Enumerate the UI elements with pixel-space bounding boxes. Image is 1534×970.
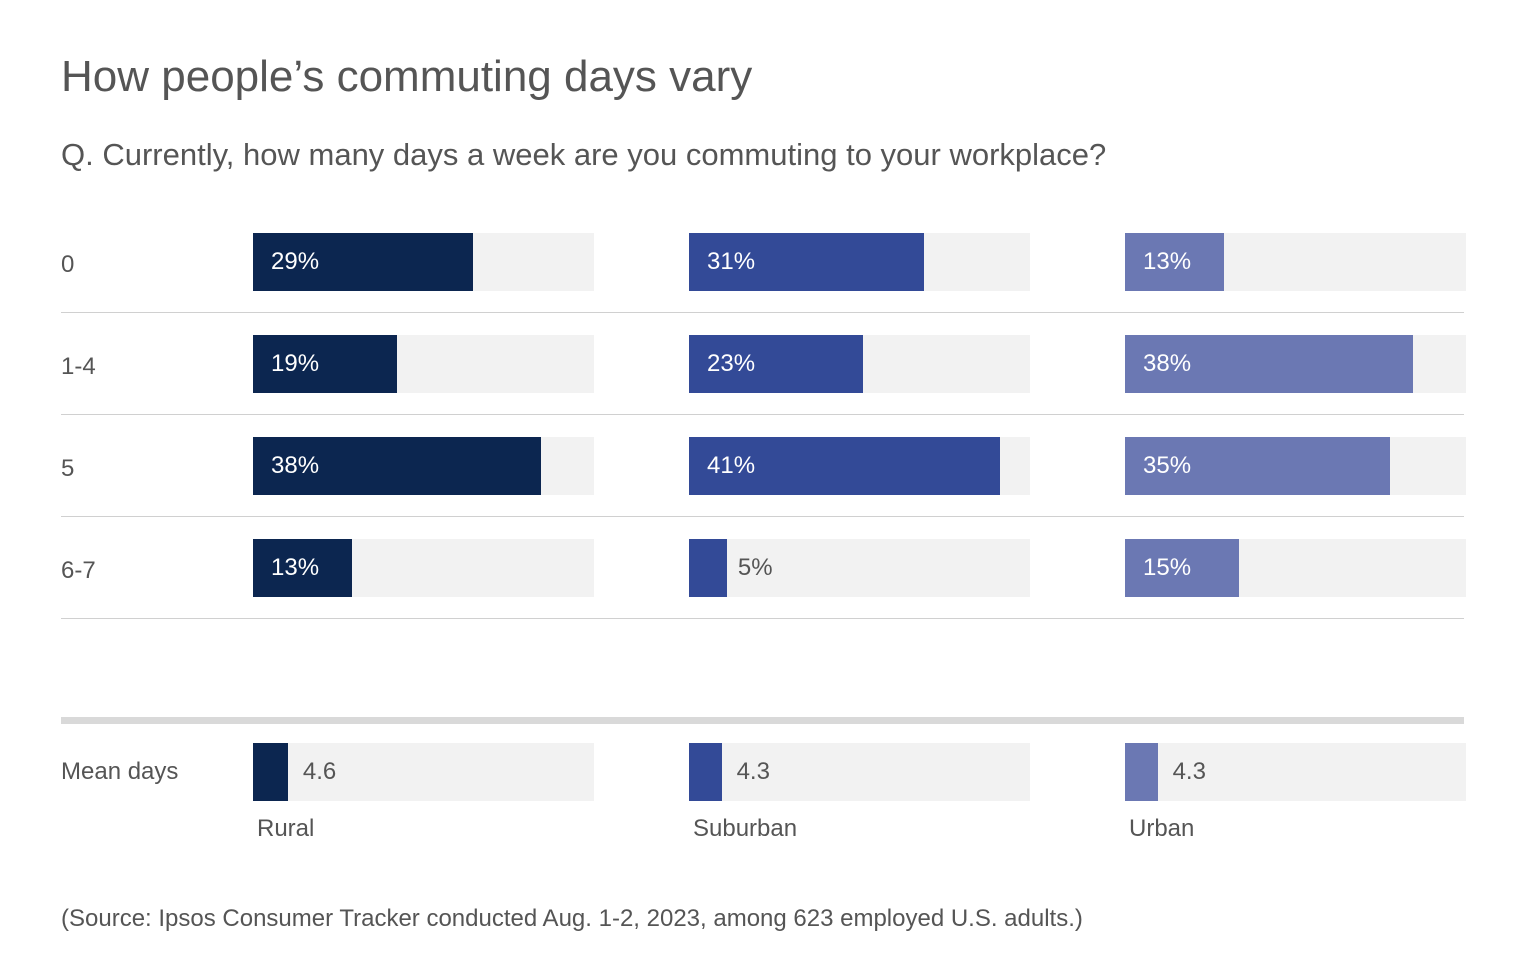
bar-track: 13% [1125,233,1466,291]
mean-track: 4.6 [253,743,594,801]
bar-track: 38% [253,437,594,495]
bar-track: 35% [1125,437,1466,495]
bar-value-label: 5% [737,554,773,581]
bar-track: 5% [689,539,1030,597]
bar-track: 13% [253,539,594,597]
source-note: (Source: Ipsos Consumer Tracker conducte… [61,905,1083,932]
bar-rural-5 [253,437,541,495]
bar-suburban-6-7 [689,539,727,597]
group-label-rural: Rural [257,815,315,842]
mean-bar-suburban [689,743,722,801]
mean-track: 4.3 [1125,743,1466,801]
bar-value-label: 38% [1143,350,1192,377]
bar-value-label: 38% [271,452,320,479]
bar-track: 38% [1125,335,1466,393]
chart-subtitle: Q. Currently, how many days a week are y… [61,137,1107,172]
mean-bar-rural [253,743,288,801]
bar-urban-5 [1125,437,1391,495]
bar-rural-0 [253,233,473,291]
bar-suburban-0 [689,233,924,291]
mean-value-label: 4.6 [302,758,337,785]
row-label-0: 0 [61,251,75,278]
row-divider [61,312,1464,313]
chart-title: How people’s commuting days vary [61,52,753,101]
group-label-urban: Urban [1129,815,1195,842]
bar-urban-0 [1125,233,1224,291]
row-divider [61,618,1464,619]
bar-track: 15% [1125,539,1466,597]
group-label-suburban: Suburban [693,815,798,842]
bar-value-label: 13% [271,554,320,581]
row-divider [61,414,1464,415]
row-label-5: 5 [61,455,75,482]
bar-value-label: 23% [707,350,756,377]
bar-value-label: 19% [271,350,320,377]
row-label-6-7: 6-7 [61,557,96,584]
bar-track: 41% [689,437,1030,495]
bar-track: 29% [253,233,594,291]
bar-suburban-1-4 [689,335,864,393]
bar-value-label: 31% [707,248,756,275]
bar-value-label: 35% [1143,452,1192,479]
mean-value-label: 4.3 [1172,758,1206,785]
bar-value-label: 29% [271,248,320,275]
bar-rural-1-4 [253,335,397,393]
bar-rural-6-7 [253,539,352,597]
mean-track: 4.3 [689,743,1030,801]
bar-urban-6-7 [1125,539,1239,597]
bar-suburban-5 [689,437,1000,495]
bar-value-label: 41% [707,452,756,479]
row-label-1-4: 1-4 [61,353,96,380]
bar-track: 23% [689,335,1030,393]
mean-section-divider [61,717,1464,724]
row-divider [61,516,1464,517]
bar-track: 31% [689,233,1030,291]
bar-value-label: 13% [1143,248,1192,275]
mean-days-label: Mean days [61,758,179,785]
bar-track: 19% [253,335,594,393]
mean-value-label: 4.3 [736,758,770,785]
bar-value-label: 15% [1143,554,1192,581]
mean-bar-urban [1125,743,1158,801]
bar-urban-1-4 [1125,335,1413,393]
